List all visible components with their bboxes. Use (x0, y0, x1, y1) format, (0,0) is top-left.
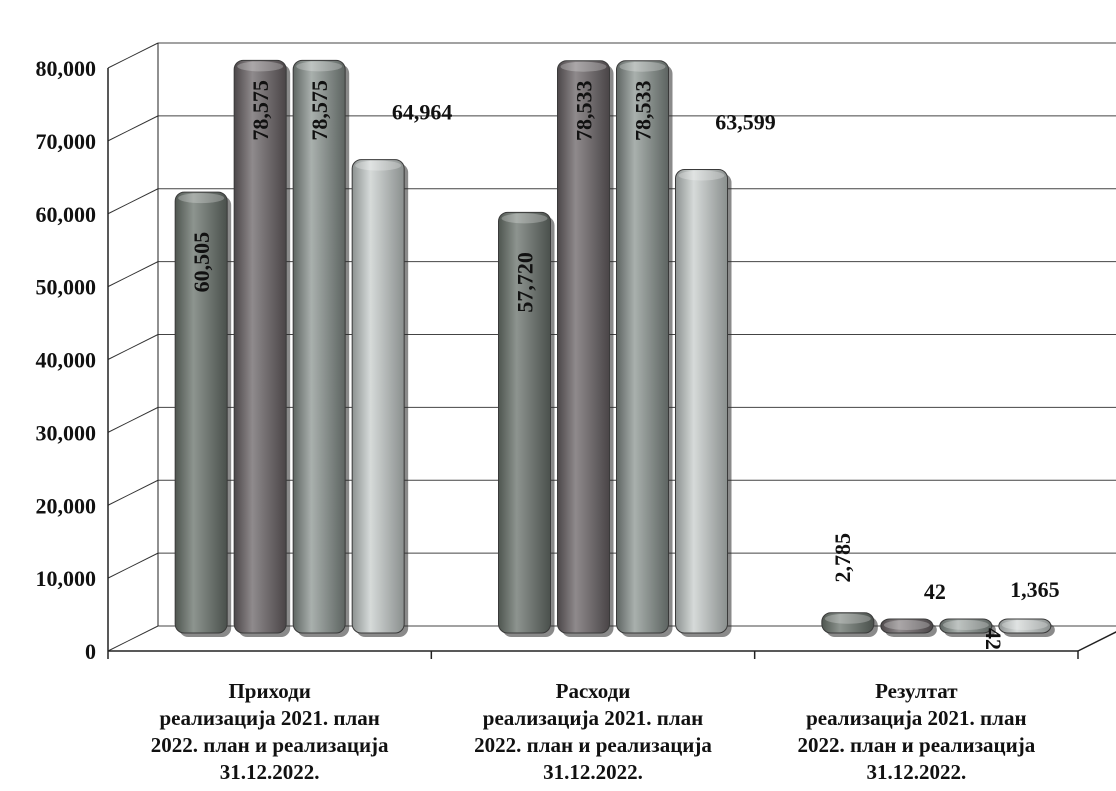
category-label: 2022. план и реализација (151, 733, 389, 757)
category-label: Расходи (556, 679, 631, 703)
y-tick-label: 40,000 (36, 348, 97, 373)
bar-cap (883, 620, 930, 630)
bar-cap (237, 61, 284, 72)
category-label: реализација 2021. план (483, 706, 703, 730)
bar (998, 618, 1055, 637)
bar-cap (296, 61, 343, 72)
bar (557, 60, 614, 637)
bar-body (616, 60, 669, 634)
data-label: 63,599 (715, 110, 776, 135)
data-label: 78,533 (572, 80, 597, 141)
bar-body (557, 60, 610, 634)
bar-cap (1001, 620, 1048, 630)
y-tick-label: 30,000 (36, 420, 97, 445)
y-tick-label: 0 (85, 639, 96, 664)
bar (880, 618, 937, 637)
bar (292, 59, 350, 637)
data-label: 78,575 (307, 80, 332, 141)
bar (174, 191, 232, 637)
bar-body (351, 159, 405, 634)
bar-body (880, 618, 934, 634)
bar-cap (501, 213, 548, 224)
y-tick-label: 80,000 (36, 56, 97, 81)
y-tick-label: 70,000 (36, 129, 97, 154)
data-label: 2,785 (830, 533, 855, 583)
category-label: Приходи (228, 679, 310, 703)
category-label: Резултат (875, 679, 958, 703)
bar-body (939, 618, 993, 634)
gridline-depth (107, 115, 159, 142)
y-tick-label: 60,000 (36, 202, 97, 227)
category-label: 2022. план и реализација (474, 733, 712, 757)
gridline-depth (107, 479, 159, 506)
gridline-depth (107, 261, 159, 288)
bar-body (174, 191, 228, 634)
y-tick-label: 10,000 (36, 566, 97, 591)
gridline-depth (107, 188, 159, 215)
bar (498, 211, 555, 638)
bar-body (233, 59, 287, 634)
gridline-depth (107, 42, 159, 69)
category-label: 31.12.2022. (220, 760, 320, 784)
data-label: 60,505 (189, 232, 214, 292)
bar-body (675, 169, 728, 634)
bar-body (998, 618, 1052, 634)
bar (233, 59, 291, 637)
bar (616, 60, 673, 637)
bar-cap (355, 160, 402, 171)
bar-cap (178, 193, 225, 204)
bar-cap (942, 620, 989, 630)
bar-cap (619, 61, 666, 72)
bar-cap (560, 61, 607, 72)
x-axis-depth (1077, 631, 1116, 652)
y-tick-label: 50,000 (36, 275, 97, 300)
data-label: 42 (924, 579, 946, 604)
gridline-depth (107, 334, 159, 360)
bar (675, 169, 732, 638)
gridline-depth (107, 406, 159, 433)
bar-body (292, 59, 346, 634)
bar-cap (678, 170, 725, 181)
bar-body (498, 211, 551, 634)
category-label: реализација 2021. план (806, 706, 1026, 730)
data-label: 64,964 (392, 100, 453, 125)
category-label: 2022. план и реализација (797, 733, 1035, 757)
bar-cap (824, 613, 871, 624)
data-label: 78,575 (248, 80, 273, 141)
axes: 0 10,000 20,000 30,000 40,000 50,000 60,000 70,… (36, 43, 1116, 664)
data-label: 57,720 (513, 252, 538, 313)
gridline-depth (107, 552, 159, 579)
bar (939, 618, 996, 637)
data-label: 78,533 (631, 80, 656, 141)
bar-body (821, 612, 875, 634)
data-label: 42 (981, 628, 1006, 650)
gridline-depth (107, 625, 159, 652)
category-label: реализација 2021. план (159, 706, 379, 730)
category-label: 31.12.2022. (866, 760, 966, 784)
bar (821, 612, 878, 637)
bars (174, 59, 1055, 638)
category-labels: Приходи реализација 2021. план 2022. план … (151, 679, 1036, 784)
bar (351, 159, 409, 638)
data-label: 1,365 (1010, 577, 1060, 602)
data-labels: 60,505 78,575 78,575 64,964 57,720 78,533 78,5… (189, 80, 1059, 650)
y-tick-label: 20,000 (36, 493, 97, 518)
category-label: 31.12.2022. (543, 760, 643, 784)
